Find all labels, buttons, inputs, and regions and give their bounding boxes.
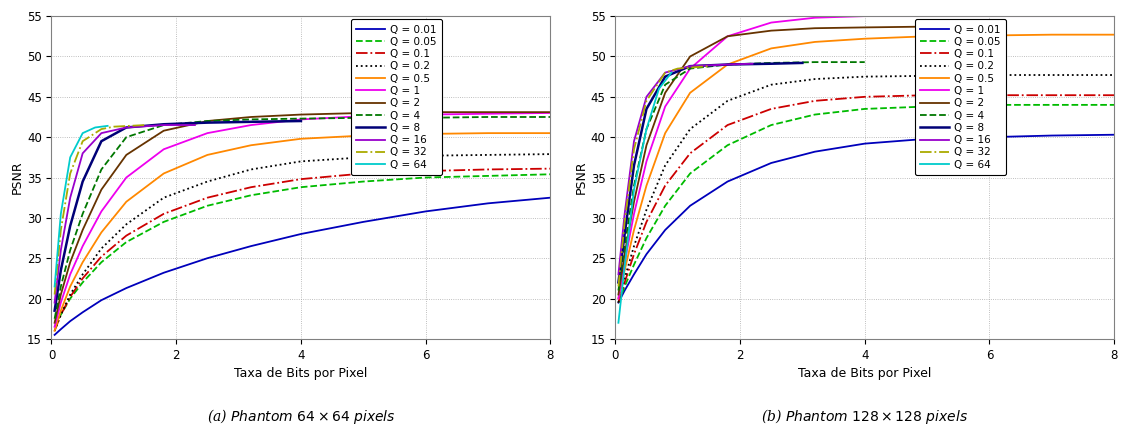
Y-axis label: PSNR: PSNR bbox=[575, 161, 588, 194]
Y-axis label: PSNR: PSNR bbox=[11, 161, 24, 194]
Legend: Q = 0.01, Q = 0.05, Q = 0.1, Q = 0.2, Q = 0.5, Q = 1, Q = 2, Q = 4, Q = 8, Q = 1: Q = 0.01, Q = 0.05, Q = 0.1, Q = 0.2, Q … bbox=[351, 19, 443, 175]
Text: (a) $\mathit{Phantom}$ $64 \times 64$ $\mathit{pixels}$: (a) $\mathit{Phantom}$ $64 \times 64$ $\… bbox=[207, 407, 395, 427]
X-axis label: Taxa de Bits por Pixel: Taxa de Bits por Pixel bbox=[798, 367, 931, 380]
Text: (b) $\mathit{Phantom}$ $128 \times 128$ $\mathit{pixels}$: (b) $\mathit{Phantom}$ $128 \times 128$ … bbox=[761, 407, 969, 427]
Legend: Q = 0.01, Q = 0.05, Q = 0.1, Q = 0.2, Q = 0.5, Q = 1, Q = 2, Q = 4, Q = 8, Q = 1: Q = 0.01, Q = 0.05, Q = 0.1, Q = 0.2, Q … bbox=[914, 19, 1006, 175]
X-axis label: Taxa de Bits por Pixel: Taxa de Bits por Pixel bbox=[234, 367, 368, 380]
